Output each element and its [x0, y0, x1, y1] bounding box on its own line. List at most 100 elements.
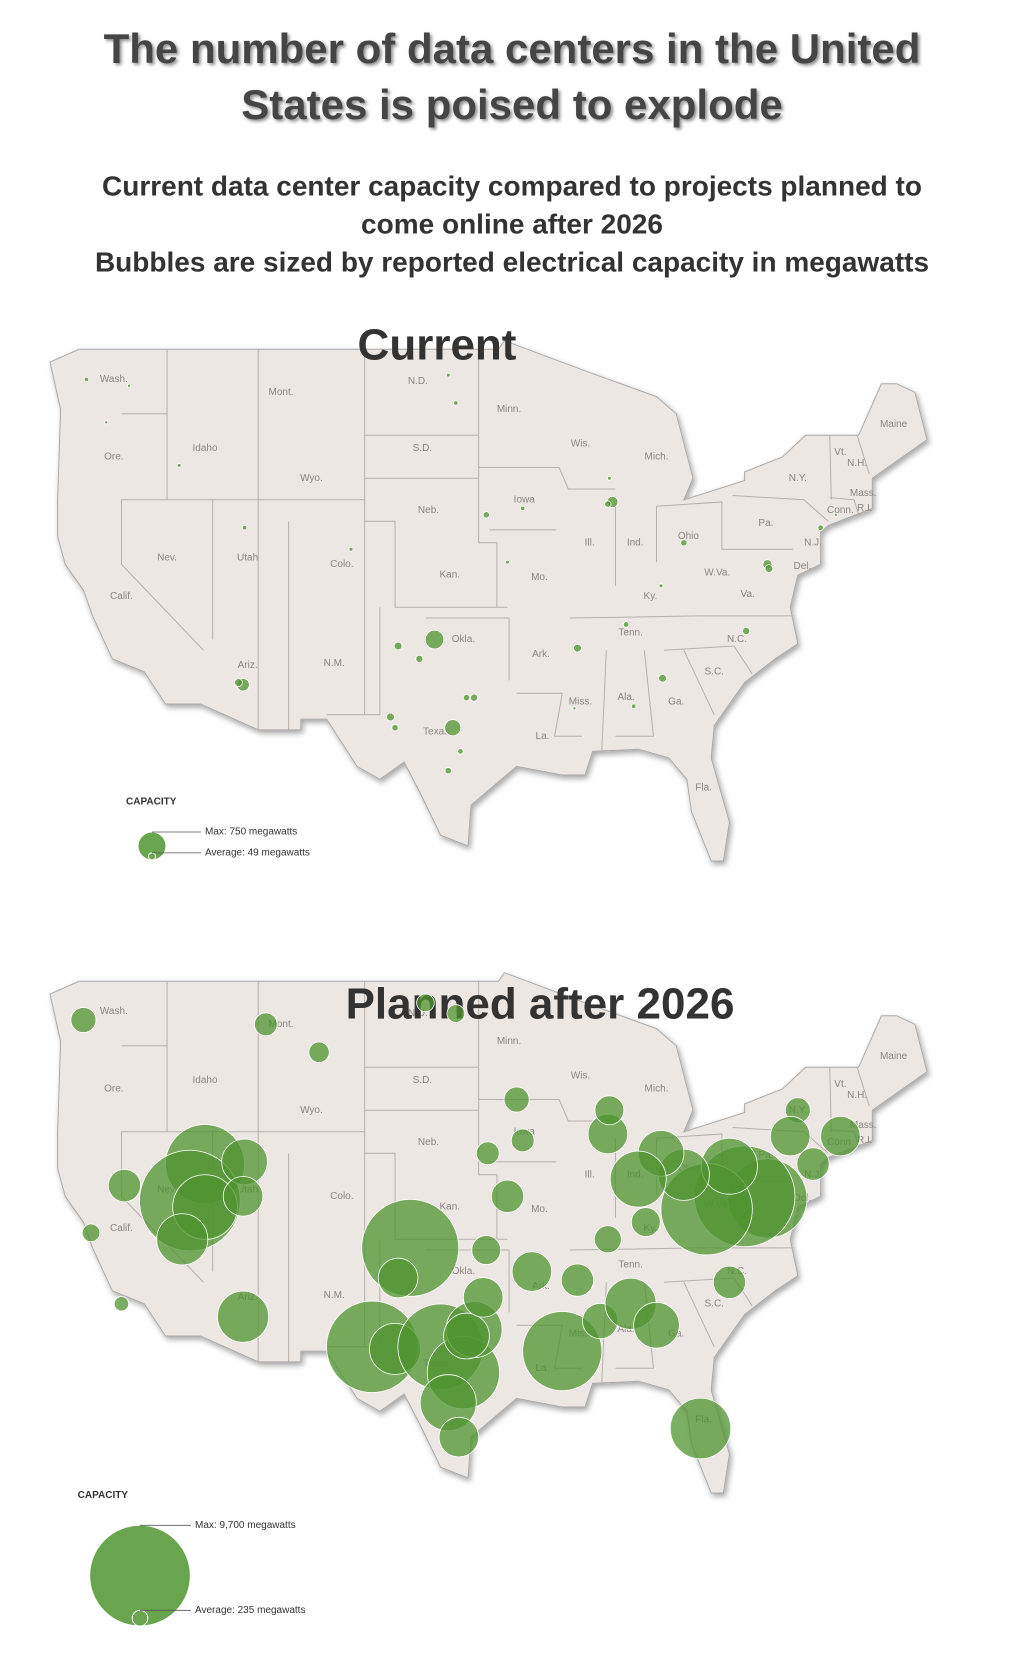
capacity-bubble — [377, 1257, 419, 1299]
state-label: Calif. — [110, 1223, 133, 1234]
capacity-bubble — [444, 719, 462, 737]
subtitle: Bubbles are sized by reported electrical… — [95, 246, 929, 277]
legend-label: Max: 750 megawatts — [205, 827, 297, 838]
capacity-bubble — [820, 1115, 861, 1157]
state-label: Mass. — [850, 1120, 877, 1131]
capacity-bubble — [833, 512, 838, 517]
capacity-bubble — [490, 1179, 525, 1213]
capacity-bubble — [348, 546, 354, 552]
legend-title: CAPACITY — [126, 797, 177, 808]
capacity-bubble — [391, 724, 399, 732]
subtitle: Current data center capacity compared to… — [102, 170, 922, 201]
capacity-bubble — [386, 712, 395, 722]
state-label: Conn. — [827, 505, 854, 516]
state-label: Mich. — [645, 1083, 669, 1094]
capacity-bubble — [609, 1150, 667, 1208]
state-label: Wis. — [571, 439, 590, 450]
capacity-bubble — [770, 1115, 811, 1157]
capacity-bubble — [81, 1223, 101, 1243]
legend-label: Max: 9,700 megawatts — [195, 1520, 296, 1531]
state-label: Colo. — [330, 1191, 353, 1202]
capacity-bubble — [462, 693, 471, 702]
state-label: Ala. — [617, 1324, 634, 1335]
capacity-bubble — [669, 1397, 732, 1460]
state-label: Minn. — [497, 404, 521, 415]
capacity-bubble — [254, 1012, 278, 1037]
capacity-bubble — [104, 420, 109, 425]
state-label: S.C. — [705, 666, 724, 677]
state-label: Mich. — [645, 451, 669, 462]
state-label: Mont. — [269, 387, 294, 398]
state-label: Minn. — [497, 1036, 521, 1047]
state-label: Pa. — [758, 518, 773, 529]
state-label: Ill. — [585, 537, 595, 548]
state-label: R.I. — [857, 503, 873, 514]
state-label: Tenn. — [618, 628, 642, 639]
state-label: Maine — [880, 1051, 908, 1062]
state-border — [326, 607, 381, 716]
capacity-bubble — [572, 706, 577, 711]
capacity-bubble — [156, 1213, 209, 1266]
capacity-bubble — [630, 1207, 661, 1237]
state-label: Texas — [423, 727, 449, 738]
capacity-bubble — [416, 993, 435, 1013]
state-border — [856, 1067, 870, 1107]
state-label: Ore. — [104, 1083, 123, 1094]
capacity-bubble — [308, 1041, 330, 1063]
state-border — [364, 520, 508, 608]
capacity-bubble — [176, 463, 182, 468]
state-label: Mo. — [531, 572, 548, 583]
capacity-bubble — [234, 678, 243, 687]
capacity-bubble — [606, 475, 612, 481]
state-border — [516, 692, 582, 737]
capacity-bubble — [680, 539, 688, 547]
state-border — [664, 645, 753, 675]
legend-bubble — [89, 1524, 191, 1627]
state-label: Nev. — [157, 552, 177, 563]
capacity-bubble — [415, 654, 424, 663]
state-label: Wis. — [571, 1071, 590, 1082]
map: Wash. Mont. N.D. Minn. Wis. Mich. N.Y. Vt.N.H. M… — [49, 321, 928, 862]
state-border — [425, 617, 510, 681]
state-label: Idaho — [193, 443, 218, 454]
state-border — [558, 467, 616, 490]
capacity-bubble — [817, 524, 824, 531]
state-label: Ind. — [627, 537, 644, 548]
map-title: Current — [358, 321, 517, 370]
capacity-bubble — [424, 629, 445, 650]
capacity-bubble — [742, 626, 751, 635]
capacity-bubble — [83, 376, 90, 383]
capacity-bubble — [505, 559, 510, 565]
state-label: Vt. — [834, 447, 846, 458]
state-border — [656, 501, 794, 550]
capacity-bubble — [764, 564, 774, 573]
state-label: W.Va. — [704, 568, 730, 579]
us-outline — [49, 972, 928, 1494]
state-label: N.J. — [804, 537, 822, 548]
state-label: S.C. — [705, 1298, 724, 1309]
state-border — [732, 495, 829, 522]
state-label: N.H. — [847, 1090, 867, 1101]
state-label: N.Y. — [789, 473, 807, 484]
capacity-bubble — [453, 400, 459, 406]
state-label: Ark. — [532, 649, 550, 660]
capacity-bubble — [510, 1128, 535, 1153]
capacity-bubble — [520, 505, 526, 512]
state-label: Mass. — [850, 488, 877, 499]
state-label: Tenn. — [618, 1260, 642, 1271]
capacity-bubble — [475, 1141, 500, 1166]
state-label: Maine — [880, 419, 908, 430]
legend-label: Average: 49 megawatts — [205, 847, 310, 858]
capacity-bubble — [446, 1004, 466, 1023]
capacity-bubble — [630, 703, 637, 709]
state-border — [829, 497, 860, 515]
state-label: Okla. — [452, 1266, 475, 1277]
capacity-bubble — [70, 1007, 97, 1033]
state-label: Miss. — [569, 697, 592, 708]
state-label: S.D. — [413, 1075, 432, 1086]
state-label: N.C. — [727, 634, 747, 645]
capacity-bubble — [658, 583, 664, 589]
state-label: Fla. — [695, 783, 712, 794]
capacity-bubble — [445, 372, 451, 378]
